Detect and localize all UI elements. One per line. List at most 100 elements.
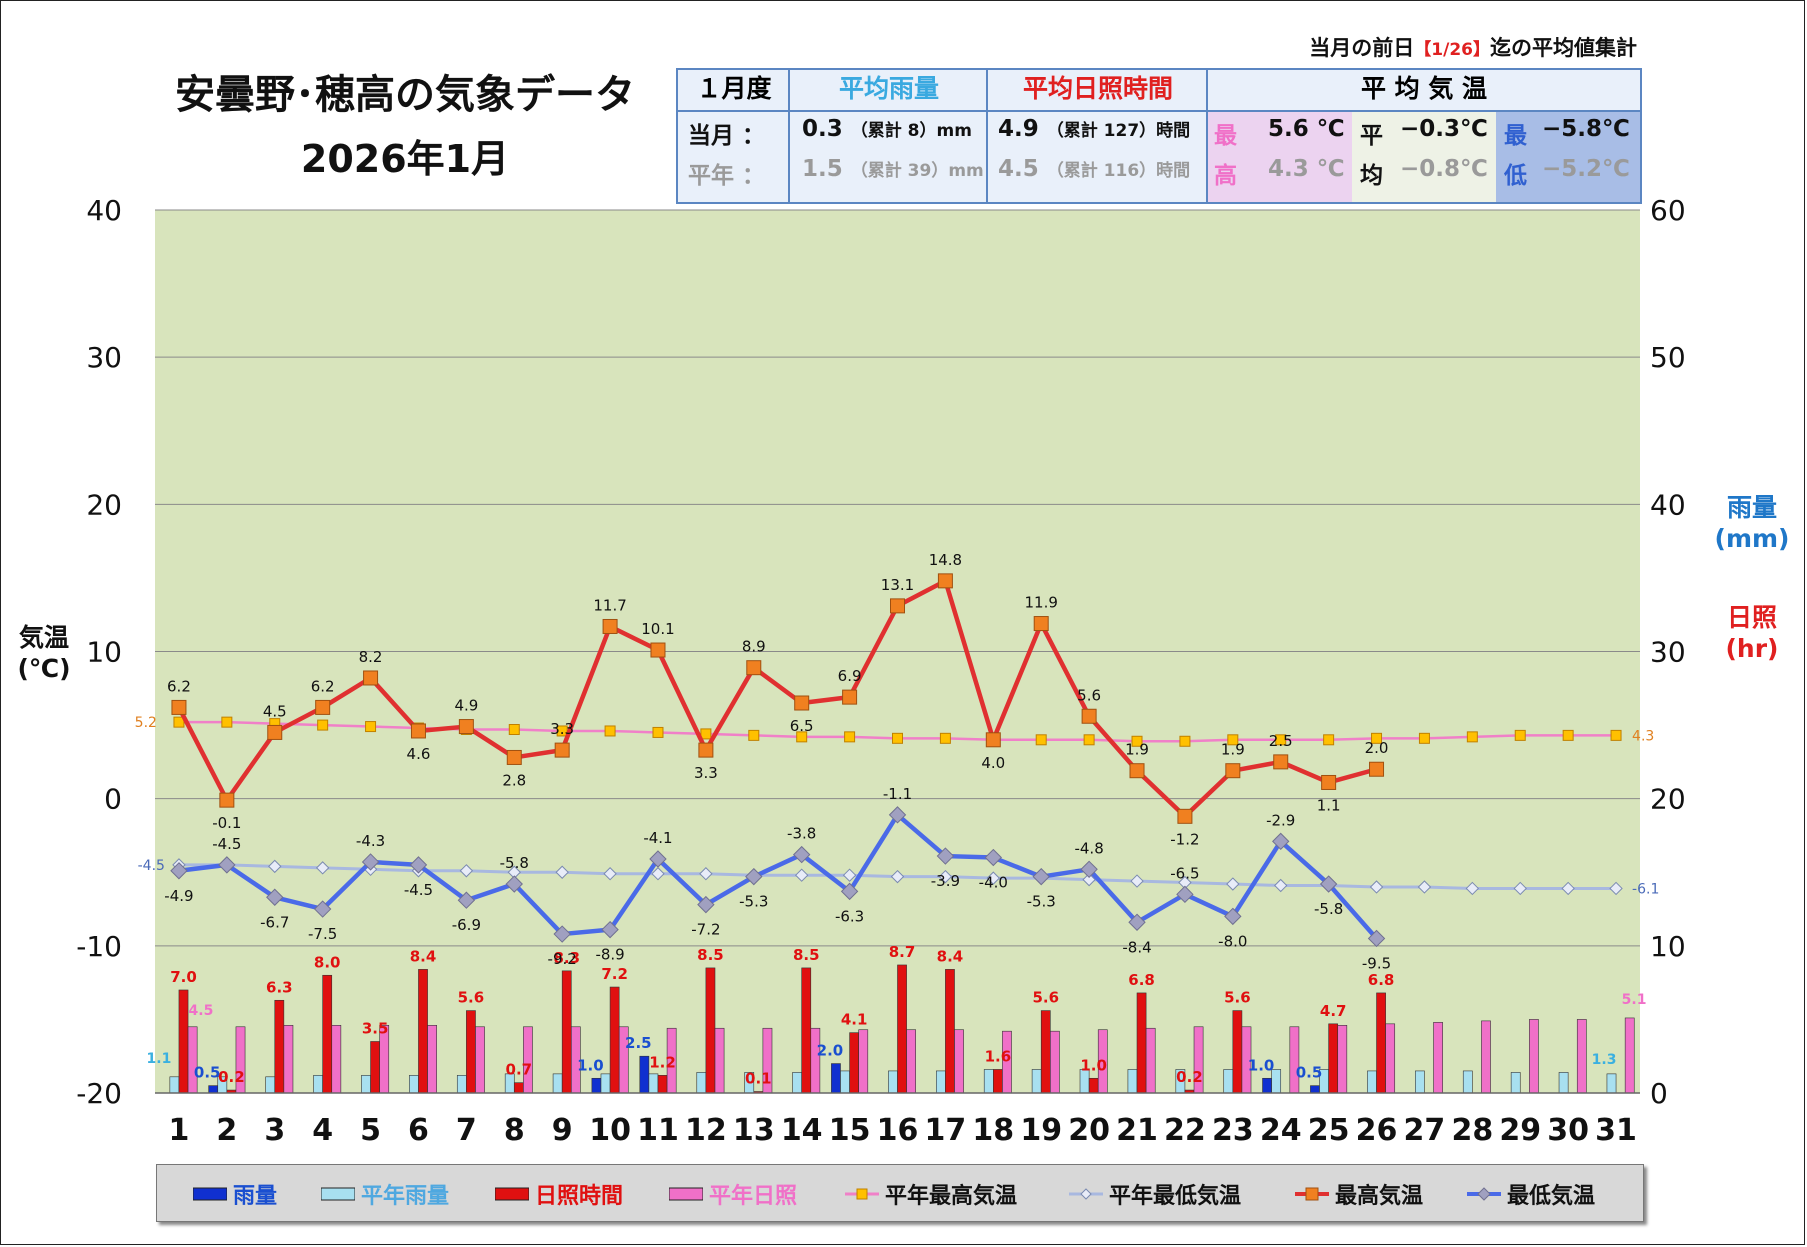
max-temp-data-label: 11.7	[593, 596, 626, 614]
sun-data-label: 0.2	[1176, 1068, 1203, 1086]
sun-data-label: 0.7	[506, 1061, 533, 1079]
min-temp-marker	[1367, 929, 1386, 948]
normal-max-label-first: 5.2	[135, 715, 157, 731]
avg-normal: −0.8℃	[1400, 156, 1488, 182]
min-temp-data-label: -4.0	[979, 874, 1008, 892]
rain-data-label: 1.0	[1248, 1056, 1275, 1074]
min-temp-data-label: -5.8	[1314, 900, 1343, 918]
day-tick-label: 3	[264, 1113, 285, 1148]
max-temp-data-label: 2.5	[1269, 732, 1293, 750]
max-temp-data-label: 8.9	[742, 638, 766, 656]
right-tick-label: 40	[1650, 488, 1686, 521]
day-tick-label: 28	[1451, 1113, 1493, 1148]
sun-current: 4.9 （累計 127）時間	[998, 116, 1208, 142]
max-temp-data-label: 6.2	[311, 677, 335, 695]
sun-bar	[466, 1010, 476, 1094]
normal-rain-bar	[1223, 1069, 1234, 1094]
sun-current-total: （累計 127）時間	[1046, 121, 1191, 141]
normal-min-marker	[1369, 880, 1384, 894]
normal-sun-bar	[906, 1029, 917, 1094]
rain-data-label: 1.0	[577, 1056, 604, 1074]
normal-min-marker	[794, 868, 809, 882]
day-tick-label: 31	[1595, 1113, 1637, 1148]
sun-bar	[513, 1082, 524, 1094]
max-temp-marker	[794, 695, 810, 711]
legend-normal-min-swatch	[1069, 1188, 1103, 1200]
sun-data-label: 5.6	[1224, 989, 1251, 1007]
day-tick-label: 17	[925, 1113, 967, 1148]
normal-min-marker	[1513, 881, 1527, 896]
sun-bar	[370, 1041, 380, 1094]
normal-rain-bar	[888, 1070, 898, 1094]
sun-data-label: 7.0	[170, 968, 197, 986]
legend-normal-max-swatch	[845, 1188, 879, 1200]
normal-sun-bar	[1385, 1023, 1396, 1094]
normal-rain-bar	[169, 1076, 180, 1094]
legend-sun-swatch	[495, 1187, 529, 1201]
right-axis-sun-line2: (hr)	[1725, 634, 1779, 663]
normal-max-marker	[1227, 734, 1239, 746]
normal-max-marker	[1323, 734, 1335, 746]
sun-bar	[609, 986, 620, 1094]
min-temp-data-label: -3.8	[787, 825, 816, 843]
normal-sun-bar	[1624, 1017, 1635, 1094]
sun-data-label: 8.4	[937, 947, 964, 965]
max-temp-marker	[1225, 763, 1241, 779]
sun-normal-value: 4.5	[998, 156, 1039, 182]
min-temp-marker	[1272, 832, 1290, 851]
aggregation-note: 当月の前日【1/26】迄の平均値集計	[1309, 32, 1637, 62]
left-tick-label: -10	[76, 930, 122, 963]
normal-rain-bar	[840, 1070, 850, 1094]
sun-bar	[1040, 1010, 1051, 1094]
min-temp-marker	[266, 888, 284, 906]
legend-normal-sun: 平年日照	[669, 1180, 797, 1209]
temp-header: 平 均 気 温	[1360, 74, 1488, 103]
normal-min-marker	[268, 859, 282, 874]
normal-max-marker	[1610, 729, 1622, 741]
min-temp-data-label: -7.2	[691, 921, 720, 939]
day-tick-label: 12	[685, 1113, 727, 1148]
right-tick-label: 10	[1650, 930, 1686, 963]
day-tick-label: 6	[408, 1113, 429, 1148]
sun-bar	[897, 964, 907, 1094]
rain-bar	[591, 1077, 602, 1094]
sun-bar	[1328, 1023, 1339, 1094]
normal-rain-bar	[792, 1072, 802, 1094]
max-temp-data-label: 4.0	[981, 754, 1005, 772]
sun-bar	[1088, 1077, 1099, 1094]
max-temp-data-label: 5.6	[1077, 686, 1101, 704]
normal-rain-bar	[983, 1069, 994, 1094]
normal-sun-bar	[714, 1027, 725, 1094]
row-normal-label: 平年 ：	[688, 163, 766, 189]
rain-bar	[831, 1063, 841, 1094]
min-temp-data-label: -4.1	[643, 829, 672, 847]
avg-temp-cell	[1352, 110, 1496, 202]
normal-sun-bar	[1145, 1027, 1156, 1094]
legend-sun-label: 日照時間	[535, 1184, 624, 1209]
sun-normal-total: （累計 116）時間	[1046, 161, 1191, 181]
normal-sun-bar	[858, 1029, 869, 1094]
day-tick-label: 15	[829, 1113, 871, 1148]
max-temp-data-label: 6.5	[790, 717, 814, 735]
min-temp-data-label: -5.3	[739, 893, 768, 911]
right-axis-rain-line2: (mm)	[1714, 524, 1790, 553]
sun-bar	[322, 974, 333, 1094]
day-tick-label: 2	[216, 1113, 237, 1148]
min-temp-marker	[1128, 913, 1146, 931]
normal-sun-bar	[1481, 1020, 1491, 1094]
left-tick-label: 10	[86, 636, 122, 669]
max-temp-data-label: 4.5	[263, 702, 287, 720]
temp-header-cell: 平 均 気 温	[1208, 70, 1640, 110]
left-axis-label-line2: (℃)	[17, 654, 71, 683]
min-label-bottom: 低	[1504, 163, 1527, 189]
min-temp-marker	[697, 895, 715, 914]
sun-data-label: 0.1	[745, 1070, 772, 1088]
max-temp-marker	[1369, 761, 1385, 777]
sun-header-cell: 平均日照時間	[988, 70, 1208, 110]
day-tick-label: 1	[169, 1113, 190, 1148]
month-cell: １月度	[678, 70, 790, 110]
normal-min-marker	[459, 864, 474, 878]
min-temp-marker	[649, 850, 667, 868]
max-temp-data-label: -0.1	[212, 814, 241, 832]
